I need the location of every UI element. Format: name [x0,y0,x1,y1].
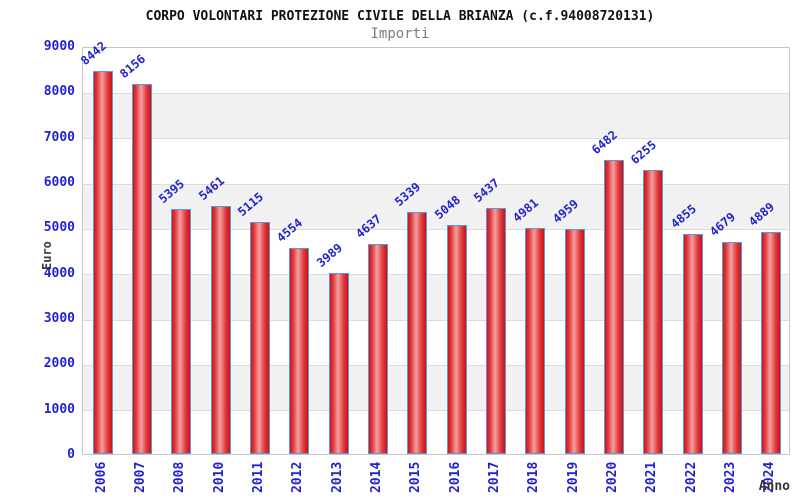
bar [210,206,231,454]
gridline [83,228,789,230]
x-tick-label: 2006 [93,461,109,493]
x-tick-label: 2010 [211,461,227,493]
y-tick-label: 1000 [43,401,75,417]
y-tick-label: 3000 [43,311,75,326]
x-tick-label: 2019 [565,461,581,493]
bar [682,233,703,454]
plot-band [83,365,789,411]
bar [446,225,467,454]
chart-title: CORPO VOLONTARI PROTEZIONE CIVILE DELLA … [145,9,655,24]
gridline [83,364,789,366]
bar [407,211,428,454]
y-tick-label: 6000 [43,175,75,190]
bar [289,247,310,454]
x-tick-label: 2020 [605,461,620,493]
gridline [83,183,789,185]
y-tick-label: 8000 [43,84,75,100]
bar [722,241,742,454]
bar [643,170,664,454]
bar [92,71,113,454]
plot-band [83,274,789,320]
bar-value-label: 8442 [77,38,109,69]
plot-area: 8442 8156 5395 5461 5115 4554 3989 4637 5339 5048… [78,39,790,455]
x-tick-label: 2007 [133,461,148,493]
gridline [83,274,789,276]
x-tick-label: 2023 [723,461,738,493]
x-tick-label: 2014 [369,461,384,493]
x-tick-label: 2008 [172,461,188,493]
y-tick-label: 5000 [43,220,75,236]
bar [250,222,270,454]
x-tick-label: 2021 [644,461,660,493]
bar-value-label: 8156 [117,51,149,82]
x-tick-label: 2015 [408,461,424,493]
y-tick-label: 2000 [43,356,75,372]
y-tick-label: 4000 [43,265,75,281]
gridline [83,138,789,140]
x-tick-label: 2013 [329,461,345,493]
bar [328,273,349,454]
x-tick-label: 2012 [290,461,306,493]
bar [368,243,388,454]
x-tick-label: 2018 [526,461,542,493]
bar [564,229,585,454]
chart-subtitle: Importi [370,26,430,42]
x-tick-label: 2022 [683,461,699,493]
x-axis-title: Anno [758,479,790,494]
y-tick-label: 7000 [43,129,75,145]
bar [132,84,152,454]
plot-band [83,184,789,230]
bar [171,209,192,454]
gridline [83,92,789,94]
bar [525,228,546,454]
bar [761,232,782,454]
x-tick-label: 2011 [251,461,266,493]
gridline [83,319,789,321]
bar [486,207,506,454]
y-tick-label: 9000 [43,39,75,54]
y-tick-label: 0 [67,447,75,462]
bar [604,160,624,454]
plot-band [83,93,789,139]
bar-value-label: 3989 [313,240,345,271]
bar-value-label: 6255 [628,138,660,168]
x-tick-label: 2016 [447,461,463,493]
gridline [83,410,789,412]
x-tick-label: 2017 [487,461,502,493]
